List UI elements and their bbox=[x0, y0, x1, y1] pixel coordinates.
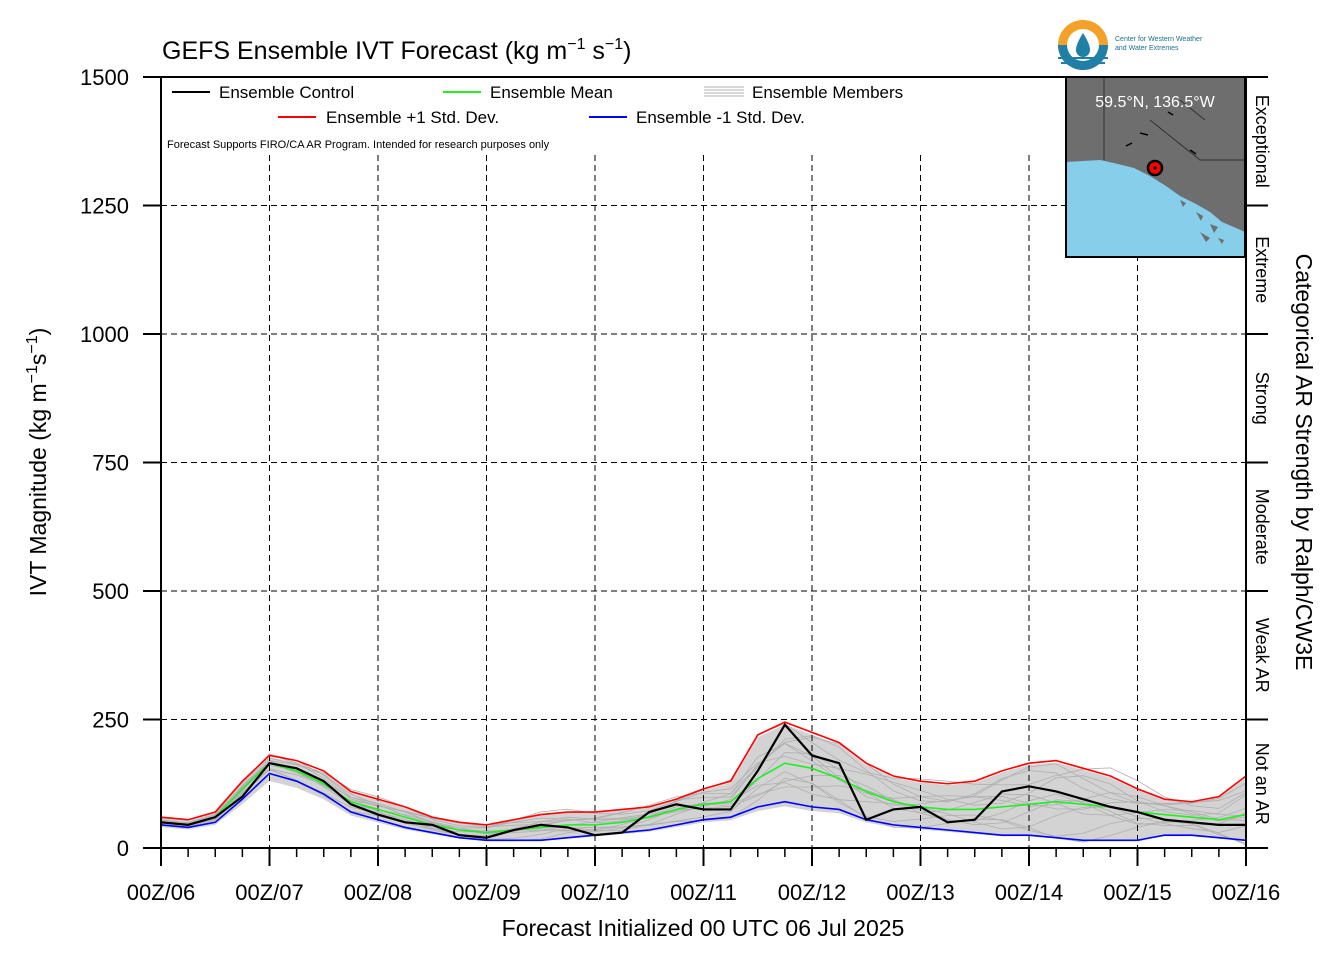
ocean-shape bbox=[1066, 160, 1245, 257]
member-line bbox=[160, 755, 1247, 829]
y-tick-label: 500 bbox=[92, 579, 129, 604]
lake-marks bbox=[1125, 111, 1197, 155]
x-tick-label: 00Z/06 bbox=[127, 880, 196, 905]
legend-swatch-members bbox=[704, 86, 744, 97]
category-label: Moderate bbox=[1252, 489, 1272, 565]
right-axis-label: Categorical AR Strength by Ralph/CW3E bbox=[1291, 254, 1317, 671]
category-label: Weak AR bbox=[1252, 618, 1272, 693]
x-tick-label: 00Z/13 bbox=[886, 880, 955, 905]
x-tick-label: 00Z/14 bbox=[995, 880, 1064, 905]
x-tick-label: 00Z/12 bbox=[778, 880, 847, 905]
x-tick-label: 00Z/07 bbox=[235, 880, 304, 905]
inset-map: 59.5°N, 136.5°W bbox=[1065, 76, 1246, 258]
cw3e-logo: Center for Western Weather and Water Ext… bbox=[1058, 20, 1203, 70]
legend-label-minus-std: Ensemble -1 Std. Dev. bbox=[636, 108, 805, 127]
category-label: Exceptional bbox=[1252, 95, 1272, 188]
research-note: Forecast Supports FIRO/CA AR Program. In… bbox=[167, 139, 550, 151]
category-label: Extreme bbox=[1252, 236, 1272, 303]
legend: Ensemble Control Ensemble Mean Ensemble … bbox=[167, 83, 903, 151]
legend-label-plus-std: Ensemble +1 Std. Dev. bbox=[326, 108, 499, 127]
x-tick-label: 00Z/09 bbox=[452, 880, 521, 905]
x-tick-label: 00Z/15 bbox=[1103, 880, 1172, 905]
series-plus-std-line bbox=[160, 721, 1247, 826]
logo-text-line1: Center for Western Weather bbox=[1115, 36, 1203, 43]
legend-label-control: Ensemble Control bbox=[219, 83, 354, 102]
category-labels: Not an AR Weak AR Moderate Strong Extreme Exc… bbox=[1252, 95, 1272, 825]
inset-frame bbox=[1065, 76, 1246, 258]
x-tick-label: 00Z/10 bbox=[561, 880, 630, 905]
inset-location-label: 59.5°N, 136.5°W bbox=[1095, 94, 1215, 111]
tick-layer: 0 250 500 750 1000 1250 1500 00Z/06 00Z/07 00Z/08… bbox=[80, 65, 1280, 905]
logo-text-line2: and Water Extremes bbox=[1115, 45, 1179, 52]
island-shapes bbox=[1180, 200, 1224, 244]
x-tick-label: 00Z/11 bbox=[670, 880, 737, 905]
x-tick-label: 00Z/16 bbox=[1212, 880, 1281, 905]
land-border bbox=[1103, 77, 1245, 161]
y-axis-label: IVT Magnitude (kg m−1s−1) bbox=[24, 328, 51, 597]
series-layer bbox=[160, 721, 1247, 842]
member-line bbox=[160, 736, 1247, 826]
y-tick-label: 1250 bbox=[80, 194, 129, 219]
members-envelope bbox=[161, 724, 1246, 842]
location-marker-dot bbox=[1153, 166, 1157, 170]
y-tick-label: 750 bbox=[92, 451, 129, 476]
legend-label-mean: Ensemble Mean bbox=[490, 83, 613, 102]
y-tick-label: 0 bbox=[117, 836, 129, 861]
category-label: Not an AR bbox=[1252, 743, 1272, 825]
y-tick-label: 1000 bbox=[80, 322, 129, 347]
legend-label-members: Ensemble Members bbox=[752, 83, 903, 102]
series-control-line bbox=[160, 722, 1246, 839]
y-tick-label: 1500 bbox=[80, 65, 129, 90]
series-minus-std-line bbox=[160, 772, 1247, 842]
y-tick-label: 250 bbox=[92, 708, 129, 733]
x-tick-label: 00Z/08 bbox=[344, 880, 413, 905]
category-label: Strong bbox=[1252, 372, 1272, 425]
chart-title: GEFS Ensemble IVT Forecast (kg m−1 s−1) bbox=[162, 36, 632, 65]
x-axis-label: Forecast Initialized 00 UTC 06 Jul 2025 bbox=[502, 915, 905, 941]
